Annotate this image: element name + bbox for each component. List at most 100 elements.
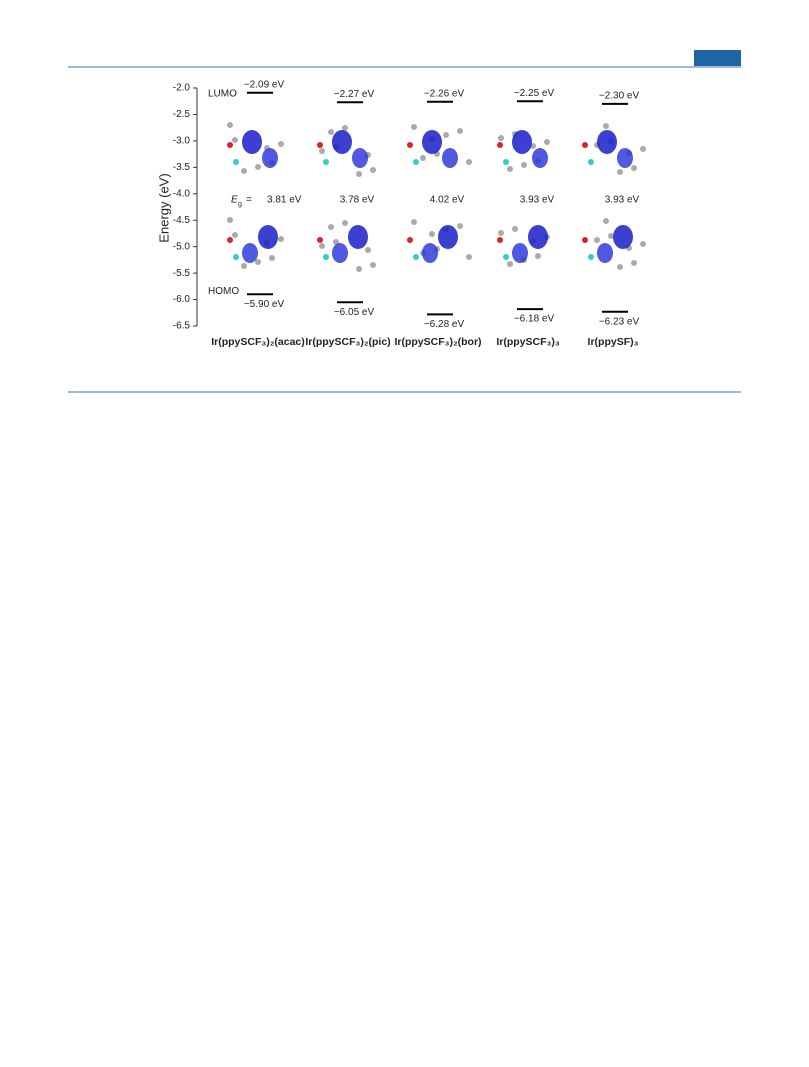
orbital-lobe [352, 148, 368, 168]
atom [365, 247, 371, 253]
atom [640, 146, 646, 152]
orbital-lobe [532, 148, 548, 168]
atom [370, 262, 376, 268]
value-label: −6.05 eV [334, 307, 375, 318]
atom [342, 125, 348, 131]
atom [241, 168, 247, 174]
atom [241, 263, 247, 269]
atom [317, 142, 323, 148]
orbital-lobe [512, 243, 528, 263]
atom [323, 254, 329, 260]
atom [608, 233, 614, 239]
header-tab [694, 50, 741, 66]
value-label: −2.26 eV [424, 88, 465, 99]
atom [443, 132, 449, 138]
category-label: Ir(ppySCF₃)₂(bor) [394, 336, 481, 348]
gap-label: 3.81 eV [267, 195, 302, 206]
atom [582, 237, 588, 243]
value-label: −6.28 eV [424, 319, 465, 330]
y-tick-label: -2.5 [173, 109, 191, 120]
atom [466, 159, 472, 165]
atom [503, 254, 509, 260]
y-tick-label: -3.5 [173, 162, 191, 173]
atom [507, 261, 513, 267]
atom [227, 122, 233, 128]
atom [278, 141, 284, 147]
value-label: −2.09 eV [244, 79, 285, 90]
y-tick-label: -3.0 [173, 136, 191, 147]
atom [498, 230, 504, 236]
atom [233, 254, 239, 260]
atom [521, 162, 527, 168]
atom [512, 226, 518, 232]
chart: Energy (eV) -2.0 -2.5 -3.0 -3.5 -4.0 -4.5 -5.0… [156, 79, 639, 347]
atom [535, 253, 541, 259]
y-tick-label: -2.0 [173, 83, 191, 94]
value-label: −2.27 eV [334, 89, 375, 100]
y-tick-label: -5.0 [173, 241, 191, 252]
atom [603, 218, 609, 224]
atom [411, 219, 417, 225]
orbital-lobe [422, 130, 442, 154]
atom [342, 220, 348, 226]
atom [370, 167, 376, 173]
gap-symbol: E [231, 195, 238, 206]
atom [466, 254, 472, 260]
y-axis-label: Energy (eV) [156, 173, 171, 242]
series-label: LUMO [208, 88, 237, 99]
atom [631, 165, 637, 171]
atom [328, 129, 334, 135]
orbital-lobe [348, 225, 368, 249]
y-tick-label: -6.0 [173, 294, 191, 305]
atom [319, 148, 325, 154]
atom [323, 159, 329, 165]
value-label: −6.18 eV [514, 314, 555, 325]
atom [411, 124, 417, 130]
atom [631, 260, 637, 266]
atom [269, 255, 275, 261]
atom [594, 237, 600, 243]
atom [413, 159, 419, 165]
atom [232, 232, 238, 238]
orbital-lobe [512, 130, 532, 154]
orbital-lobe [242, 243, 258, 263]
atom [255, 164, 261, 170]
category-label: Ir(ppySCF₃)₃ [496, 336, 560, 348]
atom [497, 237, 503, 243]
atom [603, 123, 609, 129]
atom [544, 139, 550, 145]
category-label: Ir(ppySCF₃)₂(acac) [211, 336, 305, 348]
atom [356, 171, 362, 177]
value-label: −5.90 eV [244, 299, 285, 310]
orbital-lobe [332, 243, 348, 263]
value-label: −2.30 eV [599, 91, 640, 102]
value-label: −6.23 eV [599, 316, 640, 327]
atom [429, 231, 435, 237]
orbital-lobe [262, 148, 278, 168]
orbital-lobe [442, 148, 458, 168]
orbital-lobe [597, 130, 617, 154]
atom [407, 237, 413, 243]
orbital-lobe [438, 225, 458, 249]
series-label: HOMO [208, 286, 239, 297]
gap-label: 3.78 eV [340, 195, 375, 206]
orbital-lobe [422, 243, 438, 263]
atom [588, 254, 594, 260]
atom [328, 224, 334, 230]
atom [413, 254, 419, 260]
atom [457, 128, 463, 134]
gap-label: 3.93 eV [605, 195, 640, 206]
atom [503, 159, 509, 165]
atom [278, 236, 284, 242]
orbital-lobe [332, 130, 352, 154]
atom [497, 142, 503, 148]
atom [588, 159, 594, 165]
atom [227, 142, 233, 148]
atom [255, 259, 261, 265]
atom [333, 239, 339, 245]
gap-label: 3.93 eV [520, 195, 555, 206]
orbital-lobe [597, 243, 613, 263]
atom [232, 137, 238, 143]
